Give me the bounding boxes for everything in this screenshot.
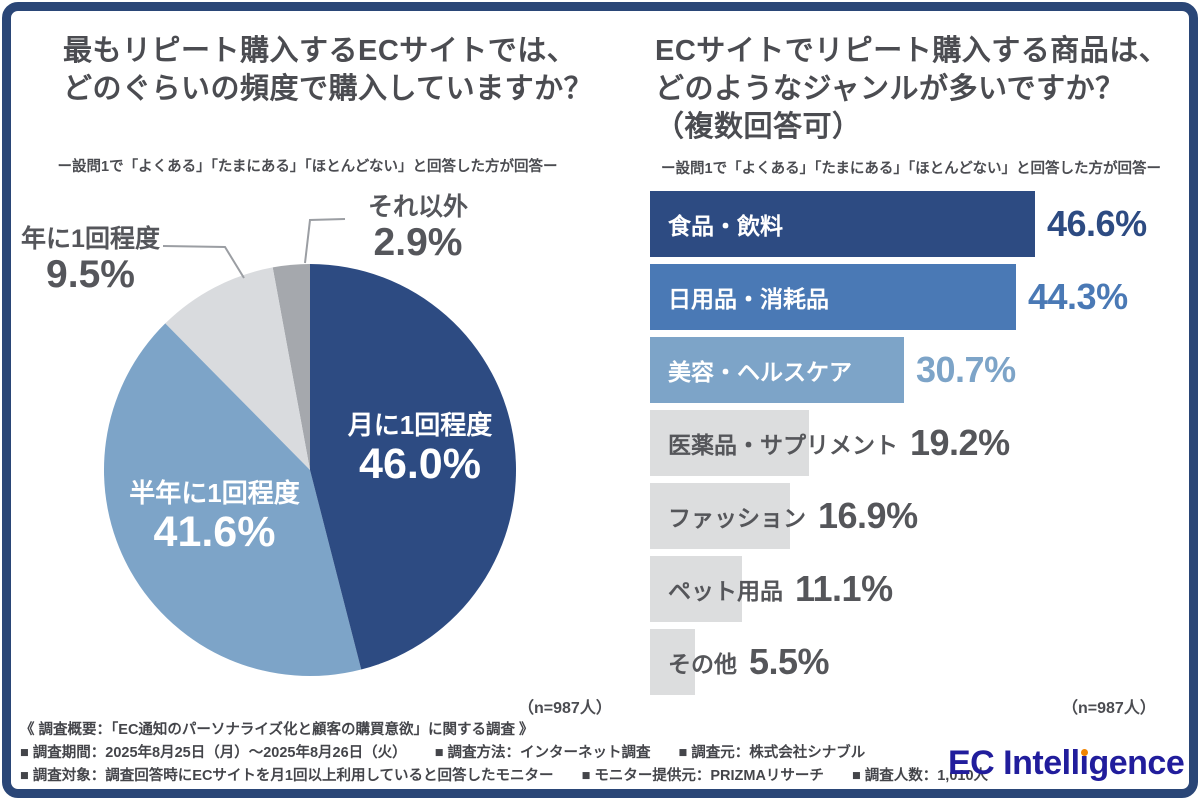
- survey-meta-line-2-segment-1: ■ モニター提供元：PRIZMAリサーチ: [581, 768, 824, 784]
- survey-meta-line-1-segment-2: ■ 調査元：株式会社シナブル: [678, 745, 866, 761]
- survey-meta-line-2-segment-0: ■ 調査対象：調査回答時にECサイトを月1回以上利用していると回答したモニター: [20, 768, 554, 784]
- bar-content-4: ファッション: [650, 499, 806, 533]
- pie-label-tsuki: 月に1回程度 46.0%: [330, 409, 510, 488]
- bar-row-2: 美容・ヘルスケア 30.7%: [650, 337, 1190, 403]
- bar-category-label: ファッション: [668, 505, 806, 531]
- bar-category-label: 美容・ヘルスケア: [668, 359, 852, 385]
- bar-value-label: 44.3%: [1028, 276, 1128, 317]
- pie-label-tsuki-text: 月に1回程度: [347, 410, 493, 440]
- bar-6: [650, 629, 695, 695]
- survey-meta-line-1-segment-0: ■ 調査期間：2025年8月25日（月）〜2025年8月26日（火）: [20, 745, 407, 761]
- bar-value-label: 16.9%: [818, 495, 918, 536]
- pie-label-nenni-text: 年に1回程度: [21, 225, 160, 253]
- right-chart-subtitle: ー設問1で「よくある」「たまにある」「ほとんどない」と回答した方が回答ー: [661, 161, 1161, 177]
- bar-content-2: 美容・ヘルスケア: [650, 353, 904, 387]
- left-chart-title: 最もリピート購入するECサイトでは、 どのぐらいの頻度で購入していますか？: [63, 32, 593, 108]
- bar-value-label: 19.2%: [910, 422, 1010, 463]
- right-sample-note: （n=987人）: [1062, 700, 1156, 717]
- survey-meta-line-2: ■ 調査対象：調査回答時にECサイトを月1回以上利用していると回答したモニター ■…: [20, 765, 988, 788]
- logo-dotted-i: ı: [1080, 744, 1089, 783]
- bar-value-label: 30.7%: [916, 349, 1016, 390]
- bar-value-label: 46.6%: [1047, 203, 1147, 244]
- right-title-line-2: どのようなジャンルが多いですか？: [655, 73, 1125, 105]
- bar-1: [650, 264, 1016, 330]
- pie-label-tsuki-value: 46.0%: [359, 440, 481, 488]
- bar-content-1: 日用品・消耗品: [650, 280, 1016, 314]
- logo-suffix: gence: [1088, 744, 1185, 782]
- bar-row-1: 日用品・消耗品 44.3%: [650, 264, 1190, 330]
- bar-category-label: 医薬品・サプリメント: [668, 432, 898, 458]
- survey-meta-line-1-segment-1: ■ 調査方法：インターネット調査: [434, 745, 651, 761]
- pie-slice-0: [310, 264, 517, 670]
- pie-label-nenni-value: 9.5%: [46, 253, 135, 296]
- bar-content-0: 食品・飲料: [650, 207, 1035, 241]
- pie-label-nenni: 年に1回程度 9.5%: [8, 224, 173, 296]
- bar-value-label: 5.5%: [749, 641, 830, 682]
- survey-meta-line-2-segment-2: ■ 調査人数：1,010人: [851, 768, 989, 784]
- left-title-line-2: どのぐらいの頻度で購入していますか？: [63, 73, 594, 105]
- pie-label-sonota-text: それ以外: [367, 193, 468, 221]
- leader-line-nenni: [162, 245, 245, 279]
- survey-overview-title: 《 調査概要：「EC通知のパーソナライズ化と顧客の購買意欲」に関する調査 》: [20, 722, 534, 738]
- bar-3: [650, 410, 809, 476]
- pie-chart: [103, 218, 517, 677]
- bar-category-label: 食品・飲料: [668, 213, 783, 239]
- right-chart-title: ECサイトでリピート購入する商品は、 どのようなジャンルが多いですか？ （複数回…: [655, 32, 1168, 146]
- bar-5: [650, 556, 742, 622]
- right-title-line-3: （複数回答可）: [655, 111, 862, 143]
- bar-row-5: ペット用品 11.1%: [650, 556, 1190, 622]
- pie-slice-3: [272, 264, 310, 470]
- bar-category-label: ペット用品: [668, 578, 783, 604]
- bar-category-label: 日用品・消耗品: [668, 286, 829, 312]
- bar-content-6: その他: [650, 645, 737, 679]
- bar-content-3: 医薬品・サプリメント: [650, 426, 898, 460]
- bar-value-label: 11.1%: [795, 568, 893, 609]
- bar-content-5: ペット用品: [650, 572, 783, 606]
- bar-row-6: その他 5.5%: [650, 629, 1190, 695]
- bar-row-0: 食品・飲料 46.6%: [650, 191, 1190, 257]
- pie-label-sonota: それ以外 2.9%: [352, 192, 484, 264]
- bar-0: [650, 191, 1035, 257]
- pie-label-hantoshi-value: 41.6%: [153, 508, 276, 556]
- pie-slice-1: [103, 323, 362, 677]
- leader-line-sonota: [304, 218, 346, 264]
- logo-orange-dot-icon: [1080, 749, 1088, 756]
- pie-label-hantoshi: 半年に1回程度 41.6%: [112, 477, 317, 556]
- logo-i-base: ı: [1079, 744, 1089, 782]
- left-chart-subtitle: ー設問1で「よくある」「たまにある」「ほとんどない」と回答した方が回答ー: [57, 159, 558, 175]
- bar-4: [650, 483, 790, 549]
- bar-chart: 食品・飲料 46.6% 日用品・消耗品 44.3% 美容・ヘルスケア 30.7% 医薬品・サ…: [650, 191, 1190, 702]
- pie-label-sonota-value: 2.9%: [373, 221, 463, 264]
- bar-row-4: ファッション 16.9%: [650, 483, 1190, 549]
- left-sample-note: （n=987人）: [518, 700, 612, 717]
- survey-meta-line-1: ■ 調査期間：2025年8月25日（月）〜2025年8月26日（火） ■ 調査方法…: [20, 742, 988, 765]
- bar-category-label: その他: [668, 651, 737, 677]
- right-title-line-1: ECサイトでリピート購入する商品は、: [655, 35, 1169, 67]
- bar-2: [650, 337, 904, 403]
- logo-prefix: EC Intell: [948, 744, 1080, 782]
- ec-intelligence-logo: EC Intellı gence: [948, 744, 1185, 783]
- pie-slice-2: [165, 267, 310, 470]
- survey-overview: 《 調査概要：「EC通知のパーソナライズ化と顧客の購買意欲」に関する調査 》 ■…: [20, 719, 988, 788]
- pie-label-hantoshi-text: 半年に1回程度: [129, 478, 300, 508]
- left-title-line-1: 最もリピート購入するECサイトでは、: [63, 35, 577, 67]
- bar-row-3: 医薬品・サプリメント 19.2%: [650, 410, 1190, 476]
